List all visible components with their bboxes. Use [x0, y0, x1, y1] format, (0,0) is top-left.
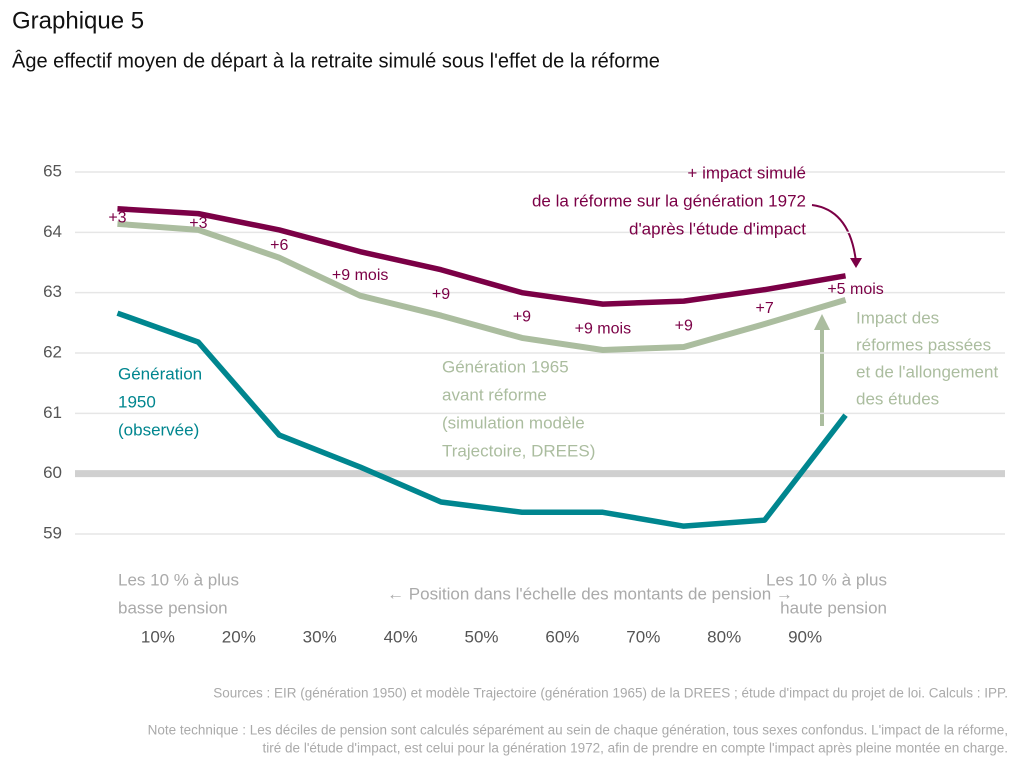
- y-tick-label: 62: [43, 342, 62, 361]
- series-label: de la réforme sur la génération 1972: [532, 191, 806, 210]
- series-label: (observée): [118, 420, 199, 439]
- y-tick-label: 64: [43, 222, 62, 241]
- series-label: + impact simulé: [687, 163, 806, 182]
- point-label: +7: [756, 300, 774, 317]
- x-tick-label: 10%: [141, 627, 175, 646]
- point-label: +6: [270, 237, 288, 254]
- series-line: [117, 206, 847, 307]
- y-tick-label: 65: [43, 161, 62, 180]
- annotation: et de l'allongement: [856, 362, 998, 381]
- point-label: +3: [108, 210, 126, 227]
- x-tick-label: 80%: [707, 627, 741, 646]
- annotation: des études: [856, 389, 939, 408]
- chart-subtitle: Âge effectif moyen de départ à la retrai…: [12, 49, 660, 72]
- y-tick-label: 61: [43, 403, 62, 422]
- sources: Sources : EIR (génération 1950) et modèl…: [213, 686, 1008, 701]
- annotation: Impact des: [856, 308, 939, 327]
- series-label: d'après l'étude d'impact: [629, 219, 806, 238]
- x-tick-label: 20%: [222, 627, 256, 646]
- annotation-arrow: [811, 204, 857, 263]
- series-label: 1950: [118, 392, 156, 411]
- arrow-head: [850, 258, 862, 268]
- series-label: Génération: [118, 364, 202, 383]
- x-axis-note: basse pension: [118, 598, 228, 617]
- x-tick-label: 50%: [464, 627, 498, 646]
- point-label: +9: [675, 317, 693, 334]
- point-label: +9: [432, 286, 450, 303]
- arrow-head: [814, 314, 830, 330]
- series-label: Génération 1965: [442, 357, 569, 376]
- series-line: [117, 220, 847, 353]
- note: Note technique : Les déciles de pension …: [148, 723, 1008, 738]
- chart-title: Graphique 5: [12, 7, 144, 34]
- x-tick-label: 70%: [626, 627, 660, 646]
- x-axis-center: ← Position dans l'échelle des montants d…: [387, 584, 793, 603]
- series-label: (simulation modèle: [442, 413, 585, 432]
- x-tick-label: 90%: [788, 627, 822, 646]
- y-tick-label: 60: [43, 463, 62, 482]
- annotation: réformes passées: [856, 335, 991, 354]
- x-axis-note: haute pension: [780, 598, 887, 617]
- x-tick-label: 30%: [303, 627, 337, 646]
- point-label: +9: [513, 309, 531, 326]
- y-tick-label: 59: [43, 523, 62, 542]
- series-label: avant réforme: [442, 385, 547, 404]
- x-tick-label: 40%: [384, 627, 418, 646]
- x-axis-note: Les 10 % à plus: [118, 570, 239, 589]
- point-label: +9 mois: [332, 267, 388, 284]
- y-tick-label: 63: [43, 282, 62, 301]
- x-tick-label: 60%: [545, 627, 579, 646]
- point-label: +9 mois: [575, 320, 631, 337]
- x-axis-note: Les 10 % à plus: [766, 570, 887, 589]
- series-line: [116, 310, 848, 529]
- note: tiré de l'étude d'impact, est celui pour…: [263, 741, 1008, 756]
- point-label: +5 mois: [827, 281, 883, 298]
- series-label: Trajectoire, DREES): [442, 441, 595, 460]
- point-label: +3: [189, 215, 207, 232]
